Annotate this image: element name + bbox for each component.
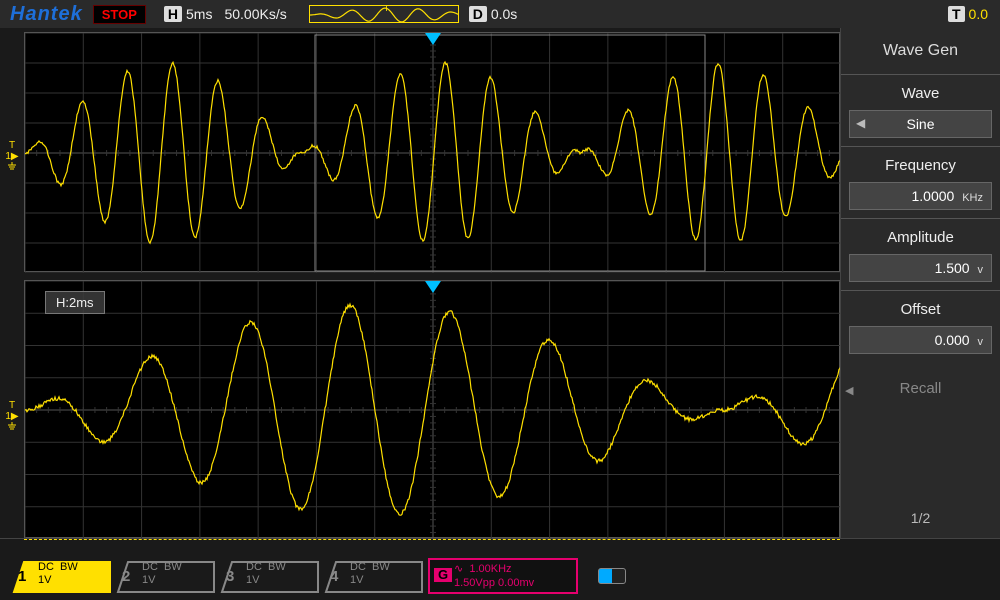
wave-shape-control[interactable]: Wave ◀ Sine xyxy=(841,74,1000,146)
delay-label: D xyxy=(469,6,487,22)
timebase-readout[interactable]: H 5ms xyxy=(164,6,213,22)
delay-readout[interactable]: D 0.0s xyxy=(469,6,518,22)
trigger-position-icon xyxy=(425,281,441,293)
channel-2-tab[interactable]: 2 DC BW1V xyxy=(116,558,216,594)
overview-waveform[interactable]: T xyxy=(309,5,459,23)
trigger-readout[interactable]: T 0.0 xyxy=(948,6,988,22)
waveform-zoom-pane[interactable]: H:2ms xyxy=(24,280,840,538)
ch1-ground-marker-zoom: T1▶ xyxy=(0,400,24,430)
generator-icon: G xyxy=(434,568,452,582)
panel-title: Wave Gen xyxy=(841,28,1000,74)
channel-4-tab[interactable]: 4 DC BW1V xyxy=(324,558,424,594)
divider-line xyxy=(24,539,840,545)
samplerate-readout: 50.00Ks/s xyxy=(224,6,286,22)
generator-readout[interactable]: G ∿ 1.00KHz1.50Vpp 0.00mv xyxy=(428,558,578,594)
offset-control[interactable]: Offset 0.000 v xyxy=(841,290,1000,362)
delay-value: 0.0s xyxy=(491,6,517,22)
top-toolbar: Hantek STOP H 5ms 50.00Ks/s T D 0.0s T 0… xyxy=(0,0,1000,28)
usb-icon xyxy=(598,568,626,584)
channel-3-tab[interactable]: 3 DC BW1V xyxy=(220,558,320,594)
recall-button[interactable]: Recall xyxy=(841,362,1000,415)
trigger-label: T xyxy=(948,6,965,22)
amplitude-control[interactable]: Amplitude 1.500 v xyxy=(841,218,1000,290)
chevron-left-icon[interactable]: ◀ xyxy=(856,116,865,130)
bottom-channel-bar: 1 DC BW1V 2 DC BW1V 3 DC BW1V 4 DC xyxy=(0,538,1000,600)
timebase-label: H xyxy=(164,6,182,22)
trigger-position-icon xyxy=(425,33,441,45)
waveform-main-pane[interactable] xyxy=(24,32,840,272)
ch1-ground-marker: T1▶ xyxy=(0,140,24,170)
brand-logo: Hantek xyxy=(0,3,93,26)
frequency-control[interactable]: Frequency 1.0000 KHz xyxy=(841,146,1000,218)
page-indicator[interactable]: 1/2 xyxy=(841,498,1000,538)
wavegen-side-panel: Wave Gen Wave ◀ Sine Frequency 1.0000 KH… xyxy=(840,28,1000,538)
zoom-timebase-badge: H:2ms xyxy=(45,291,105,314)
trigger-tick-icon: T xyxy=(384,5,390,13)
timebase-value: 5ms xyxy=(186,6,212,22)
trigger-value: 0.0 xyxy=(969,6,988,22)
run-status[interactable]: STOP xyxy=(93,5,146,24)
channel-1-tab[interactable]: 1 DC BW1V xyxy=(12,558,112,594)
